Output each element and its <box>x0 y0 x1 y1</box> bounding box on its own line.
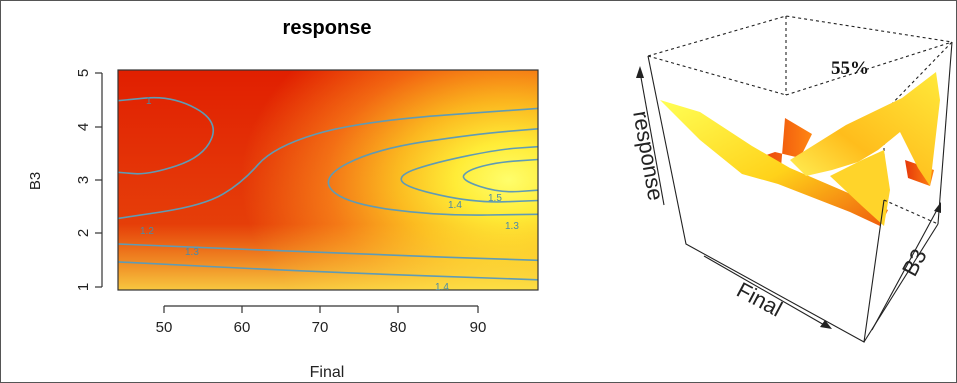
x-tick-label: 80 <box>390 319 407 336</box>
surface-percent-label: 55% <box>831 58 869 79</box>
y-axis-label: B3 <box>27 172 44 190</box>
y-axis: 1 2 3 4 5 B3 <box>27 69 102 291</box>
x-tick-label: 90 <box>470 319 487 336</box>
surface-3d-panel: 55% response Final B3 <box>628 16 952 342</box>
y-tick-label: 4 <box>75 123 92 131</box>
x-axis-arrowhead <box>820 320 832 329</box>
x-tick-label: 50 <box>156 319 173 336</box>
chart-title: response <box>283 17 372 39</box>
contour-label: 1.2 <box>140 226 154 237</box>
heatmap-field <box>118 70 538 290</box>
contour-label: 1.4 <box>435 282 449 293</box>
box-edge-front <box>938 42 952 224</box>
box-edge-back <box>884 200 938 224</box>
contour-label: 1.3 <box>505 221 519 232</box>
x-axis: 50 60 70 80 90 Final <box>156 306 487 381</box>
x-tick-label: 70 <box>312 319 329 336</box>
contour-label: 1.5 <box>488 193 502 204</box>
box-edge-back <box>648 56 786 95</box>
x-axis-label: Final <box>310 364 345 381</box>
surface-x-axis-label: Final <box>733 277 787 321</box>
y-tick-label: 3 <box>75 176 92 184</box>
contour-label: 1 <box>146 96 152 107</box>
contour-label: 1.3 <box>185 247 199 258</box>
y-tick-label: 2 <box>75 229 92 237</box>
x-tick-label: 60 <box>234 319 251 336</box>
z-axis-arrowhead <box>636 66 644 78</box>
y-tick-label: 1 <box>75 283 92 291</box>
y-axis-arrowhead <box>934 202 941 213</box>
y-tick-label: 5 <box>75 69 92 77</box>
surface-z-axis-label: response <box>628 109 668 202</box>
contour-label: 1.4 <box>448 200 462 211</box>
